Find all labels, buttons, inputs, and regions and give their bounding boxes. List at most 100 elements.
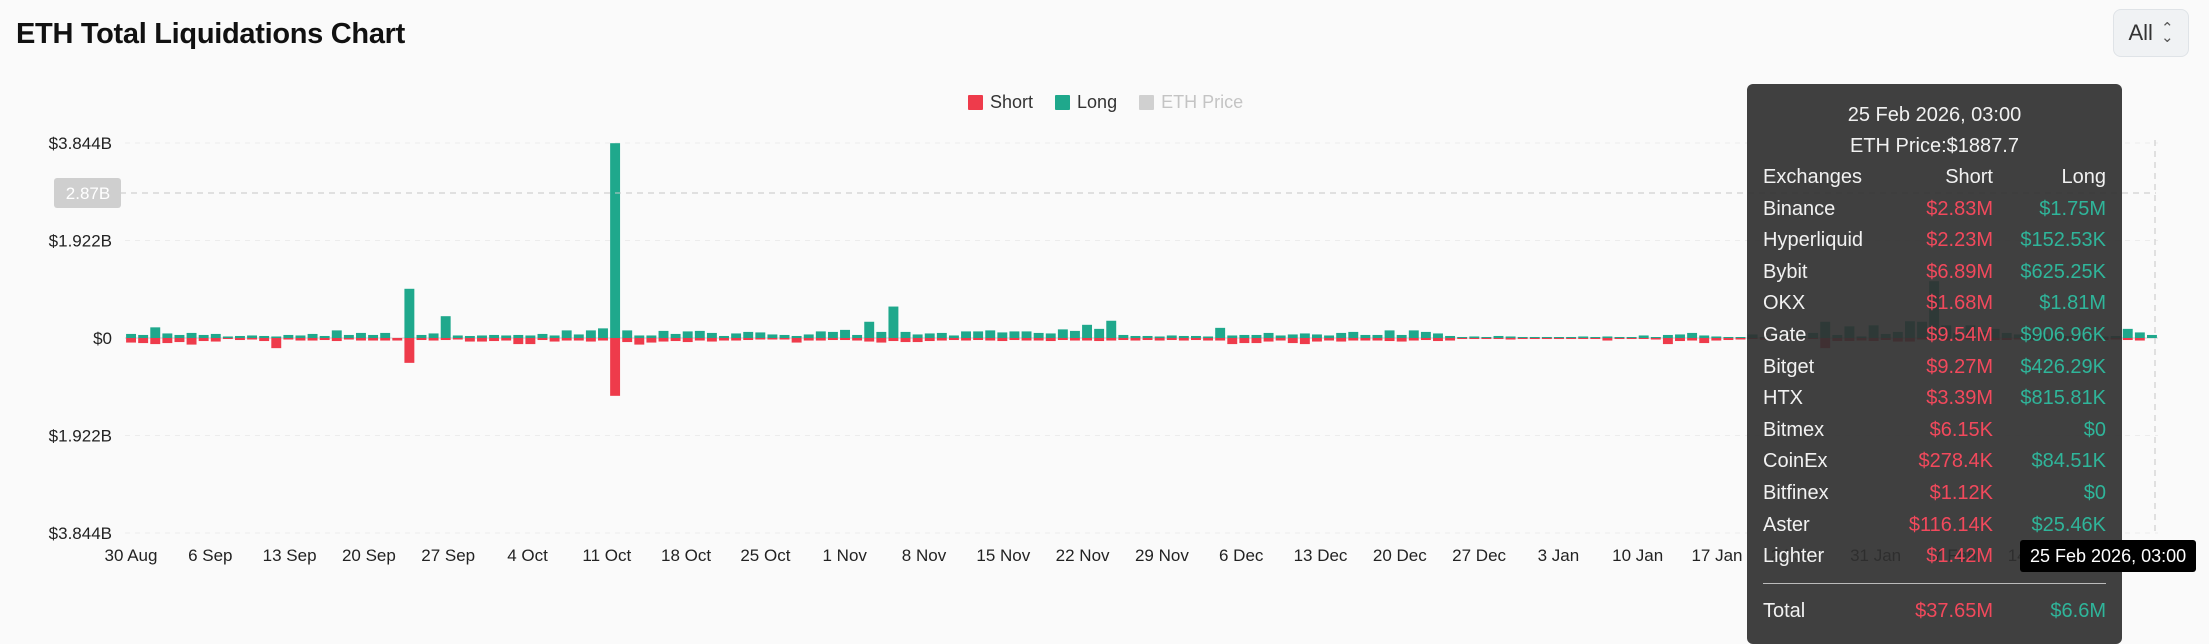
short-bar bbox=[1203, 338, 1214, 341]
crosshair-y-label-box bbox=[54, 178, 121, 208]
long-bar bbox=[271, 336, 282, 338]
short-bar bbox=[985, 338, 996, 341]
legend-item-long[interactable]: Long bbox=[1055, 92, 1117, 113]
tooltip-header-exchanges: Exchanges bbox=[1763, 166, 1862, 188]
short-bar bbox=[573, 338, 584, 341]
short-bar bbox=[803, 338, 814, 341]
x-tick-label: 22 Nov bbox=[1056, 546, 1110, 565]
short-bar bbox=[380, 338, 391, 341]
long-bar bbox=[1433, 333, 1443, 338]
tooltip-exchange-name: Aster bbox=[1763, 513, 1810, 536]
short-bar bbox=[973, 338, 984, 341]
y-tick-label: $0 bbox=[93, 329, 112, 348]
long-bar bbox=[924, 333, 935, 338]
long-bar bbox=[888, 306, 899, 338]
tooltip-total-long: $6.6M bbox=[2050, 599, 2106, 622]
tooltip-exchange-name: Bitget bbox=[1763, 355, 1815, 378]
x-tick-label: 10 Jan bbox=[1612, 546, 1663, 565]
short-bar bbox=[1275, 338, 1286, 341]
short-bar bbox=[1675, 338, 1685, 342]
long-bar bbox=[948, 335, 959, 338]
short-bar bbox=[1372, 338, 1383, 341]
short-bar bbox=[525, 338, 536, 345]
legend-item-eth-price[interactable]: ETH Price bbox=[1139, 92, 1243, 113]
long-bar bbox=[973, 331, 984, 338]
x-tick-label: 30 Aug bbox=[105, 546, 158, 565]
long-bar bbox=[1662, 334, 1673, 338]
crosshair-y-label: 2.87B bbox=[66, 184, 110, 203]
time-range-select[interactable]: All ⌃ ⌄ bbox=[2113, 9, 2189, 57]
short-bar bbox=[210, 338, 221, 342]
long-bar bbox=[1541, 336, 1552, 338]
tooltip: 25 Feb 2026, 03:00 ETH Price:$1887.7 Exc… bbox=[1747, 84, 2122, 644]
short-bar bbox=[1045, 338, 1056, 342]
short-bar bbox=[1287, 338, 1298, 344]
long-bar bbox=[1263, 332, 1274, 338]
long-bar bbox=[1251, 334, 1262, 338]
short-bar bbox=[1166, 338, 1177, 341]
long-bar bbox=[1735, 337, 1746, 338]
legend-item-short[interactable]: Short bbox=[968, 92, 1033, 113]
short-bar bbox=[2134, 338, 2145, 341]
short-bar bbox=[1723, 338, 1734, 341]
long-bar bbox=[985, 330, 996, 338]
long-bar bbox=[2134, 332, 2145, 338]
short-bar bbox=[307, 338, 318, 341]
long-bar bbox=[380, 332, 391, 338]
legend-label-eth-price: ETH Price bbox=[1161, 92, 1244, 112]
tooltip-short-value: $116.14K bbox=[1908, 513, 1993, 536]
tooltip-total-row: Total $37.65M $6.6M bbox=[1763, 596, 2106, 628]
short-bar bbox=[779, 338, 790, 340]
tooltip-long-value: $906.96K bbox=[2020, 323, 2106, 346]
short-bar bbox=[1602, 338, 1613, 341]
short-bar bbox=[428, 338, 439, 341]
long-bar bbox=[840, 329, 850, 338]
long-bar bbox=[1360, 334, 1371, 338]
page-title: ETH Total Liquidations Chart bbox=[16, 18, 405, 50]
short-bar bbox=[1299, 338, 1310, 345]
long-bar bbox=[1033, 332, 1044, 338]
short-bar bbox=[1033, 338, 1044, 341]
long-bar bbox=[1469, 336, 1480, 338]
short-bar bbox=[464, 338, 475, 342]
short-bar bbox=[1069, 338, 1080, 341]
x-tick-label: 6 Sep bbox=[188, 546, 232, 565]
short-bar bbox=[234, 338, 245, 341]
short-bar bbox=[283, 338, 294, 340]
short-bar bbox=[840, 338, 850, 341]
short-bar bbox=[1614, 338, 1625, 340]
long-bar bbox=[622, 330, 633, 338]
long-bar bbox=[1178, 335, 1189, 338]
long-bar bbox=[670, 333, 681, 338]
long-bar bbox=[440, 316, 451, 338]
long-bar bbox=[706, 332, 717, 338]
legend-swatch-long bbox=[1055, 95, 1071, 110]
long-bar bbox=[343, 334, 354, 338]
long-bar bbox=[1154, 336, 1165, 338]
tooltip-long-value: $152.53K bbox=[2020, 229, 2106, 252]
short-bar bbox=[1227, 338, 1238, 345]
long-bar bbox=[1505, 336, 1516, 338]
short-bar bbox=[598, 338, 608, 341]
short-bar bbox=[1082, 338, 1093, 341]
short-bar bbox=[961, 338, 971, 341]
short-bar bbox=[1324, 338, 1335, 341]
tooltip-short-value: $6.15K bbox=[1929, 418, 1993, 441]
legend-swatch-eth-price bbox=[1139, 95, 1155, 110]
short-bar bbox=[827, 338, 838, 341]
x-tick-label: 6 Dec bbox=[1219, 546, 1264, 565]
long-bar bbox=[428, 333, 439, 338]
short-bar bbox=[501, 338, 512, 341]
long-bar bbox=[1529, 336, 1540, 338]
short-bar bbox=[743, 338, 754, 341]
long-bar bbox=[585, 330, 596, 338]
short-bar bbox=[537, 338, 548, 341]
long-bar bbox=[416, 334, 427, 338]
tooltip-exchange-name: Hyperliquid bbox=[1763, 229, 1864, 252]
long-bar bbox=[779, 334, 790, 338]
tooltip-header-long: Long bbox=[2061, 166, 2107, 188]
long-bar bbox=[1166, 335, 1177, 338]
long-bar bbox=[1602, 336, 1613, 338]
long-bar bbox=[1384, 330, 1395, 338]
long-bar bbox=[827, 331, 838, 338]
